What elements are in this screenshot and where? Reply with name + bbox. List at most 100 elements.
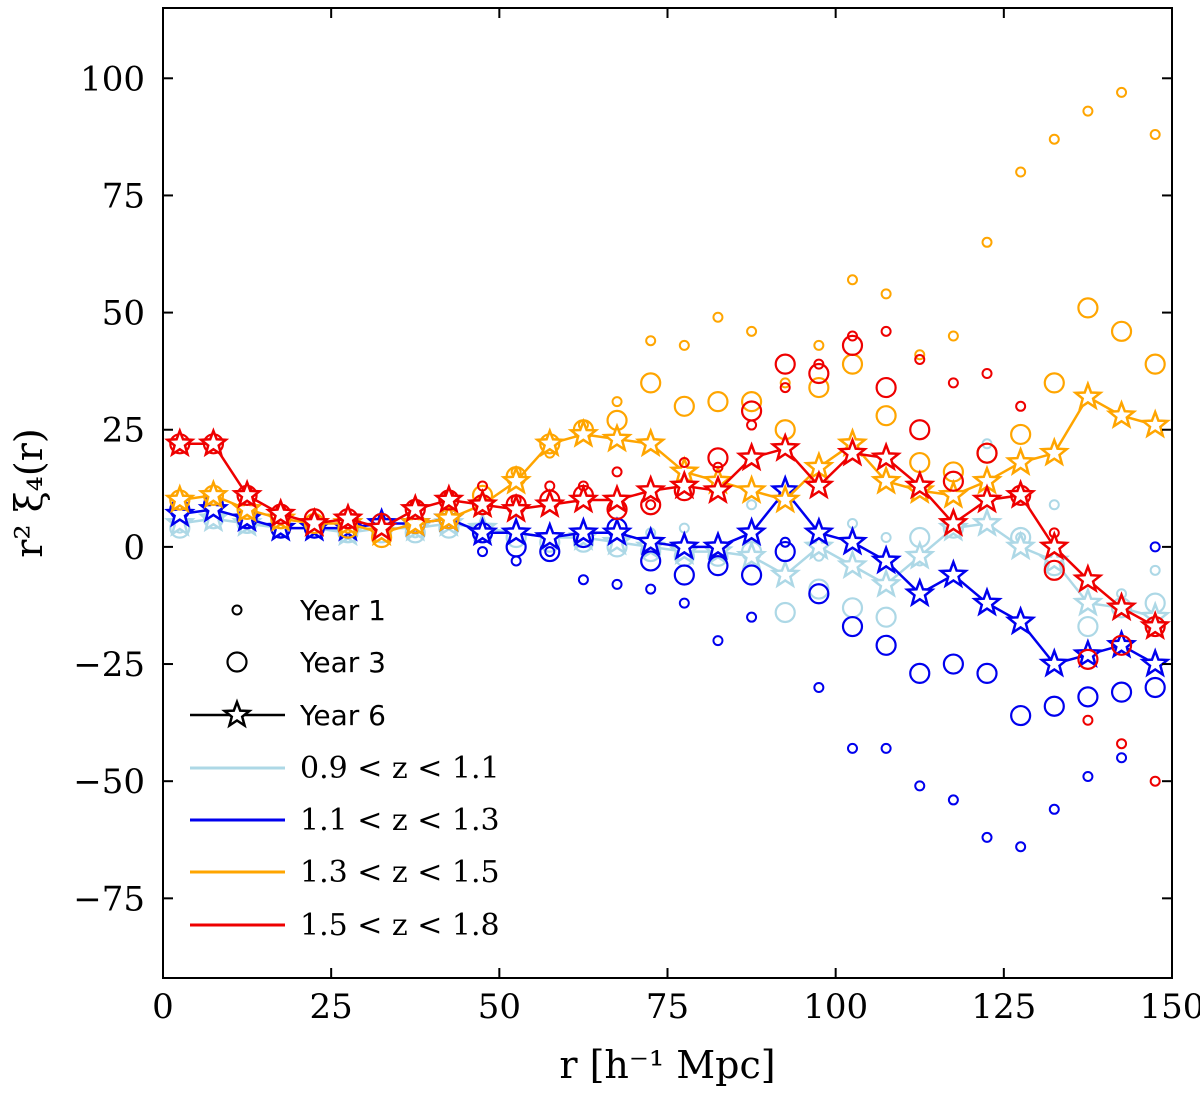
data-marks [164,86,1171,853]
series-3-year6-star [567,417,600,448]
series-2-year3-point [909,662,931,685]
series-3-year3-point [841,353,864,375]
series-4-year3-point [774,353,796,375]
series-1-year6-star [601,525,633,556]
series-2-year3-point [1010,704,1032,727]
legend-label-bin3: 1.3 < z < 1.5 [300,855,500,890]
series-2-year6-star [937,558,970,589]
series-3-year6-star [164,483,196,514]
y-tick-label: 75 [102,176,145,216]
series-4-year3-point [1043,559,1065,581]
series-3-year6-star [1105,399,1138,430]
series-3-year1-point [1048,133,1060,145]
series-1-year6-star [1072,586,1104,617]
series-1-year6-star [870,567,902,598]
series-3-year6-line [179,395,1156,535]
series-2-year3-point [673,564,695,586]
series-2-year1-point [1116,752,1128,764]
series-2-year1-point [712,635,724,647]
series-4-year6-star [365,511,398,542]
legend-label-bin2: 1.1 < z < 1.3 [300,803,500,838]
series-2-year6-star [971,586,1003,617]
legend-year1-marker [231,604,243,616]
series-2-year3-point [1043,695,1065,717]
series-4-year1-point [1015,400,1027,412]
series-2-year6-star [601,516,633,547]
series-3-year1-point [1082,105,1094,117]
series-2-year1-point [510,555,522,567]
series-3-year3-point [808,376,830,399]
series-2-year1-point [1048,803,1060,815]
series-4-year3-point [976,442,998,464]
series-1-year1-point [746,499,758,511]
series-3-year1-point [880,288,892,300]
series-4-year6-star [1004,478,1037,509]
series-2-year3-point [1144,676,1166,699]
series-3-year1-point [846,274,858,286]
series-1-year3-point [808,578,830,600]
series-2-year1-point [611,578,623,590]
y-tick-label: 100 [80,59,145,99]
series-3-year6-star [601,422,633,453]
series-3-year1-point [1116,86,1128,98]
series-3-year1-point [678,339,690,351]
series-3-year3-point [1110,320,1133,342]
y-tick-label: −25 [73,645,145,685]
series-2-year1-point [1149,541,1161,553]
series-4-year3-point [942,470,964,492]
series-4-year3-point [740,400,763,422]
series-3-year6-star [634,427,667,458]
series-3 [164,86,1171,549]
series-2-year6-star [836,525,869,556]
series-2-year6-star [500,516,532,547]
series-3-year1-point [981,236,993,248]
series-1-year1-point [1149,564,1161,576]
series-4-year6-star [500,492,532,523]
series-3-year1-point [746,325,758,337]
series-2-year6-star [735,516,768,547]
series-4-year1-point [678,457,690,469]
series-2-year3-point [1077,686,1099,708]
axis-ticks: 0 25 50 75 100 125 150 100 75 50 25 0 −25 −50 −75 [73,8,1200,1027]
series-2-year6-star [1004,605,1037,636]
series-1-year6-star [836,549,869,580]
series-2-year3-point [976,662,998,685]
series-1-year1-point [1048,499,1060,511]
series-4-year1-point [947,377,959,389]
series-4-year1-point [914,353,926,365]
series-3-year3-point [640,372,662,394]
series-1-year3-point [841,597,864,619]
series-3-year3-point [1043,372,1065,394]
y-axis-label: r² ξ₄(r) [7,428,51,557]
series-1-year6-star [1004,530,1037,561]
series-3-year1-point [1149,129,1161,141]
series-4-year6-star [433,483,465,514]
series-3-year6-star [534,427,566,458]
y-tick-label: 0 [123,528,145,568]
series-2-year1-point [880,742,892,754]
series-3-year1-point [813,339,825,351]
series-4-year6-star [634,474,667,505]
series-4-year1-point [779,382,791,394]
series-3-year1-point [645,335,657,347]
series-2-year3-point [1110,681,1133,703]
series-4-year6-star [533,488,566,519]
series-3-year6-star [1139,408,1171,439]
legend: Year 1 Year 3 Year 6 0.9 < z < 1.1 1.1 <… [190,594,500,943]
series-2-year1-point [577,574,589,586]
x-axis-label: r [h⁻¹ Mpc] [559,1043,775,1087]
series-2-year1-point [846,742,858,754]
series-3-year6-star [1038,436,1070,467]
series-4-year1-point [1116,738,1128,750]
series-2-year3-point [640,550,662,572]
series-2-year6-star [668,530,701,561]
plot-area [164,86,1171,853]
series-1-year6-star [803,530,835,561]
y-tick-label: −50 [73,762,145,802]
series-1-year3-point [875,606,897,628]
series-3-year1-point [712,311,724,323]
series-4-year6-star [231,478,263,509]
series-3-year6-star [399,506,431,537]
series-3-year6-star [500,464,532,495]
series-2-year6-star [466,516,499,547]
